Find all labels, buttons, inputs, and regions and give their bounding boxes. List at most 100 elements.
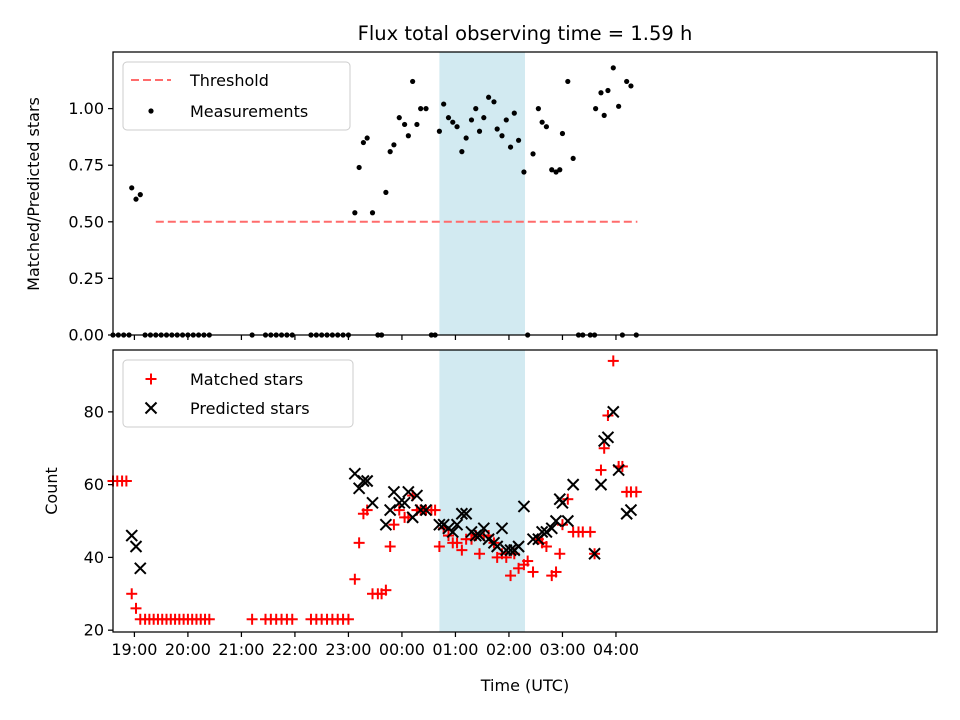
- matched-star-point: [393, 504, 405, 516]
- measurement-point: [593, 106, 599, 112]
- measurement-point: [628, 83, 634, 89]
- matched-star-point: [595, 464, 607, 476]
- predicted-star-point: [607, 405, 620, 419]
- matched-star-point: [286, 613, 298, 625]
- matched-star-point: [550, 566, 562, 578]
- measurement-point: [423, 106, 429, 112]
- measurement-point: [405, 133, 411, 139]
- matched-star-point: [527, 566, 539, 578]
- measurement-point: [549, 167, 555, 173]
- predicted-star-point: [549, 514, 563, 528]
- y-tick-label: 0.25: [68, 269, 104, 288]
- matched-stars-legend-label: Matched stars: [190, 370, 303, 389]
- measurement-point: [410, 78, 416, 85]
- measurement-point: [360, 139, 367, 146]
- predicted-star-point: [545, 522, 558, 535]
- measurement-point: [499, 133, 505, 139]
- measurement-point: [441, 101, 447, 107]
- predicted-star-point: [512, 540, 525, 553]
- y-tick-label: 1.00: [68, 99, 104, 118]
- matched-star-point: [433, 540, 445, 552]
- matched-star-point: [388, 519, 400, 531]
- predicted-star-point: [433, 518, 446, 531]
- measurement-point: [445, 115, 452, 121]
- threshold-legend-label: Threshold: [189, 71, 269, 90]
- matched-star-point: [456, 544, 468, 556]
- predicted-star-point: [387, 485, 401, 499]
- measurement-point: [450, 119, 456, 125]
- matched-star-point: [607, 355, 619, 367]
- measurement-point: [476, 128, 483, 134]
- measurement-point: [463, 135, 469, 141]
- predicted-stars-series: [125, 405, 638, 575]
- x-tick-label: 23:00: [325, 640, 371, 659]
- measurement-point: [454, 124, 460, 130]
- matched-star-point: [126, 588, 138, 600]
- bottom-x-ticks: 19:00 20:00 21:00 22:00 23:00 00:00 01:00 02:00…: [111, 632, 639, 659]
- top-x-ticks: [133, 335, 617, 340]
- matched-star-point: [349, 573, 361, 585]
- predicted-star-point: [129, 540, 143, 553]
- top-y-ticks: 0.00 0.25 0.50 0.75 1.00: [68, 99, 113, 345]
- measurement-point: [503, 117, 509, 123]
- predicted-star-point: [601, 431, 615, 444]
- predicted-star-point: [490, 540, 504, 553]
- measurement-point: [383, 189, 389, 195]
- x-axis-label: Time (UTC): [480, 676, 569, 695]
- measurement-point: [481, 115, 487, 121]
- measurement-point: [515, 137, 522, 143]
- y-tick-label: 20: [84, 621, 104, 640]
- x-tick-label: 20:00: [165, 640, 211, 659]
- matched-stars-series: [107, 355, 642, 625]
- predicted-star-point: [393, 496, 406, 510]
- top-y-axis-label: Matched/Predicted stars: [24, 97, 43, 291]
- measurement-point: [137, 192, 143, 198]
- measurement-point: [396, 115, 402, 121]
- predicted-star-point: [360, 474, 374, 488]
- matched-star-point: [380, 584, 392, 596]
- bottom-y-axis-label: Count: [42, 467, 61, 515]
- matched-star-point: [505, 570, 517, 582]
- measurement-point: [491, 99, 497, 105]
- y-tick-label: 0.75: [68, 156, 104, 175]
- predicted-star-point: [446, 525, 459, 539]
- predicted-star-point: [566, 478, 580, 491]
- predicted-star-point: [495, 522, 509, 535]
- measurement-point: [364, 135, 370, 141]
- measurement-point: [133, 196, 139, 202]
- measurement-point: [570, 155, 576, 162]
- predicted-star-point: [125, 529, 138, 542]
- x-tick-label: 01:00: [432, 640, 478, 659]
- top-axes-frame: [112, 51, 938, 336]
- predicted-star-point: [398, 496, 411, 510]
- predicted-star-point: [561, 514, 575, 528]
- matched-star-point: [630, 486, 642, 498]
- predicted-star-point: [612, 463, 625, 477]
- matched-star-point: [342, 613, 354, 625]
- measurement-point: [369, 210, 376, 216]
- predicted-star-point: [517, 500, 531, 513]
- predicted-star-point: [402, 485, 415, 499]
- top-legend-box: [122, 61, 351, 131]
- predicted-star-point: [556, 496, 569, 510]
- x-tick-label: 03:00: [539, 640, 585, 659]
- predicted-star-point: [504, 543, 517, 557]
- y-tick-label: 0.00: [68, 326, 104, 345]
- measurement-point: [414, 121, 420, 128]
- measurement-point: [402, 121, 408, 128]
- measurement-point: [436, 128, 442, 134]
- predicted-star-point: [535, 525, 549, 539]
- measurement-point: [356, 164, 362, 171]
- bottom-panel: 19:00 20:00 21:00 22:00 23:00 00:00 01:00 02:00…: [42, 349, 938, 695]
- matched-star-point: [554, 548, 566, 560]
- matched-stars-legend-swatch: [145, 373, 157, 385]
- measurement-point: [605, 87, 611, 94]
- measurement-point: [598, 90, 604, 96]
- measurement-point: [494, 126, 500, 132]
- bottom-highlight-span: [439, 350, 525, 632]
- y-tick-label: 80: [84, 402, 104, 421]
- measurement-point: [387, 149, 393, 155]
- predicted-star-point: [379, 518, 393, 531]
- top-highlight-span: [439, 52, 525, 335]
